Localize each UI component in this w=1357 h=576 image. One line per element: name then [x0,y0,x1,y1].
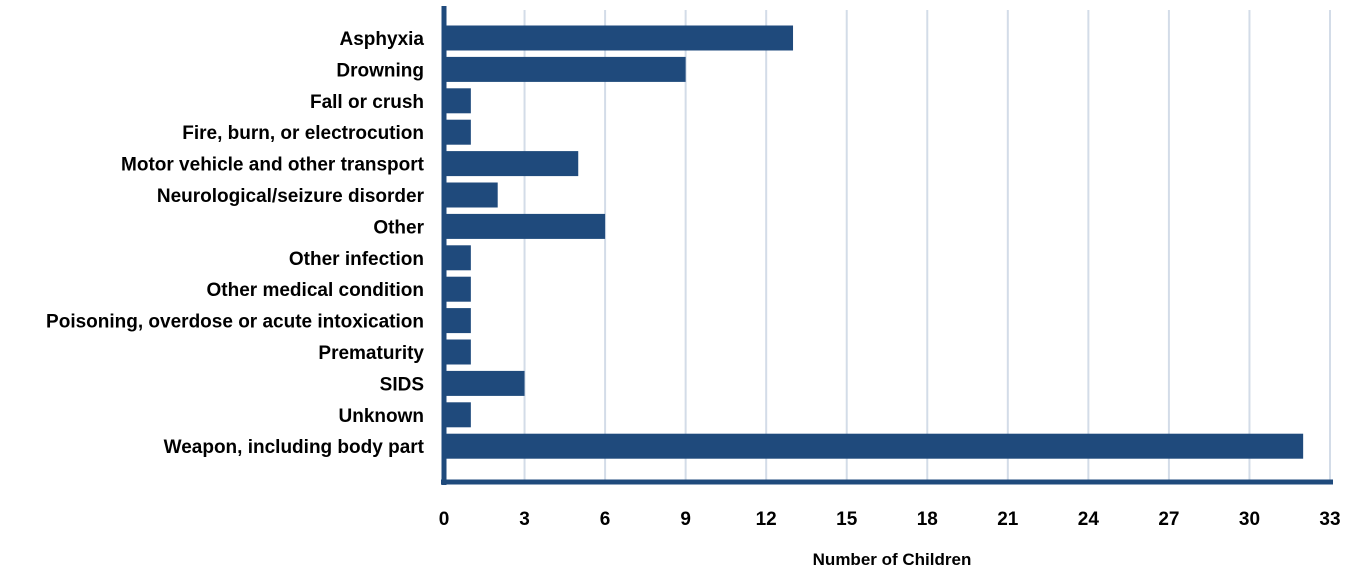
category-label: Motor vehicle and other transport [121,155,425,176]
x-axis-title: Number of Children [813,550,972,569]
x-tick-label: 6 [600,509,611,530]
category-label: Other medical condition [207,280,424,301]
bar [444,88,471,114]
category-label: Other infection [289,249,424,270]
gridlines [523,10,1331,482]
bar [444,56,686,82]
category-label: Weapon, including body part [164,437,425,458]
x-tick-label: 0 [439,509,450,530]
category-label: Neurological/seizure disorder [157,186,425,207]
bar [444,245,471,271]
x-tick-label: 9 [680,509,691,530]
x-tick-label: 27 [1158,509,1179,530]
bar [444,402,471,428]
x-tick-label: 33 [1319,509,1340,530]
category-labels: Asphyxia Drowning Fall or crush Fire, burn,… [46,29,425,458]
bar [444,276,471,302]
category-label: Drowning [336,60,424,81]
bar [444,25,794,51]
x-tick-label: 15 [836,509,858,530]
bar [444,119,471,145]
category-label: Asphyxia [340,29,425,50]
axes [441,6,1333,485]
x-tick-label: 24 [1078,509,1100,530]
x-tick-label: 12 [756,509,777,530]
x-tick-label: 21 [997,509,1019,530]
category-label: Prematurity [318,343,424,364]
bar [444,213,606,239]
category-label: Other [373,217,424,238]
bar [444,308,471,334]
category-label: Poisoning, overdose or acute intoxicatio… [46,312,424,333]
category-label: Fire, burn, or electrocution [182,123,424,144]
bar [444,339,471,365]
bar [444,182,498,208]
bar [444,433,1304,459]
x-tick-labels: 0 3 6 9 12 15 18 21 24 27 30 33 [439,509,1341,530]
bar [444,370,525,396]
x-tick-label: 18 [917,509,938,530]
bars [444,25,1304,459]
x-tick-label: 3 [519,509,530,530]
category-label: Unknown [339,406,425,427]
bar [444,151,579,177]
category-label: Fall or crush [310,92,424,113]
x-tick-label: 30 [1239,509,1260,530]
category-label: SIDS [380,374,424,395]
